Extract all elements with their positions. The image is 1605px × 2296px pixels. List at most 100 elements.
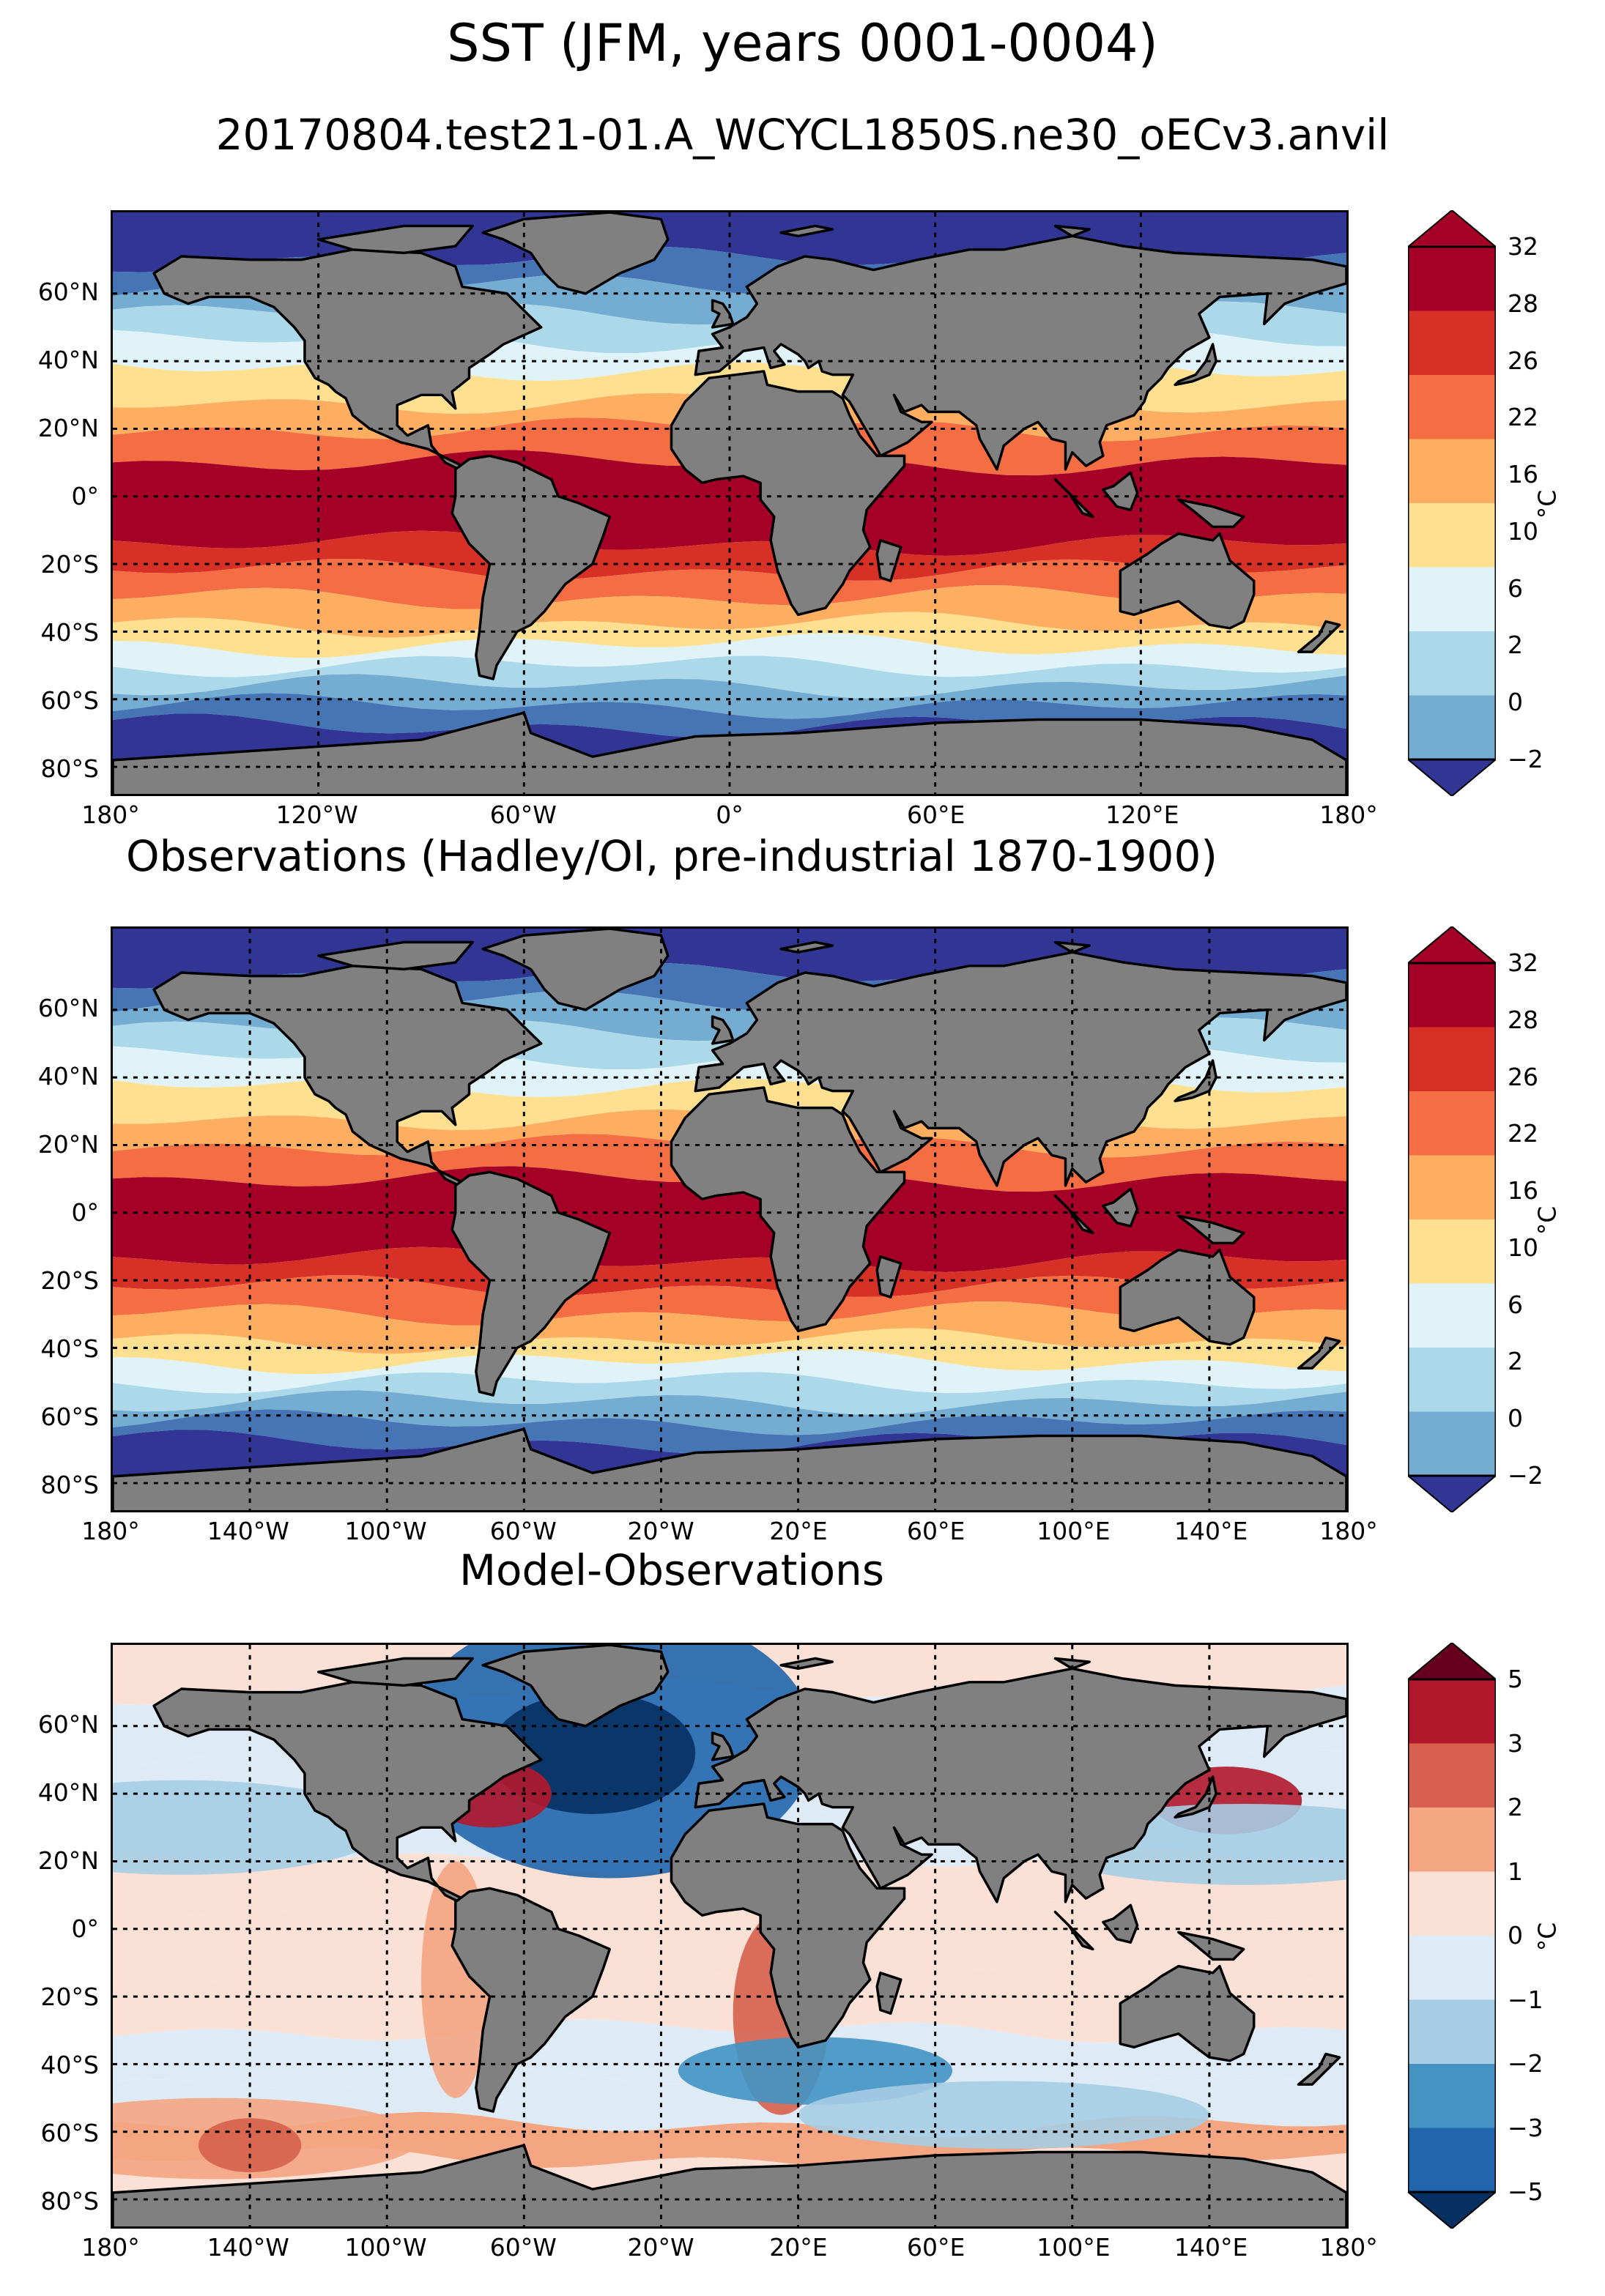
land-mass (1102, 1187, 1139, 1227)
land-mass (152, 1681, 543, 1903)
colorbar-tick-label: 6 (1508, 1290, 1523, 1319)
longitude-tick-label: 100°E (1037, 1517, 1111, 1545)
longitude-tick-label: 100°E (1037, 2233, 1111, 2262)
colorbar-tick-label: −3 (1508, 2113, 1543, 2142)
land-mass (1053, 1657, 1091, 1671)
colorbar-tick-label: 6 (1508, 573, 1523, 603)
longitude-tick-label: 100°W (344, 2233, 427, 2262)
colorbar-tick-label: 10 (1508, 1233, 1538, 1262)
latitude-tick-label: 20°N (37, 413, 99, 442)
latitude-tick-label: 20°S (40, 1266, 99, 1295)
contour-band (113, 1349, 1346, 1394)
colorbar-segment (1408, 1348, 1496, 1412)
latitude-tick-label: 40°S (40, 1334, 99, 1363)
land-mass (779, 1657, 834, 1671)
colorbar-graphic (1408, 210, 1496, 796)
contour-band (113, 1409, 1346, 1454)
land-mass (1102, 1903, 1139, 1944)
colorbar-unit-label: °C (1532, 1205, 1562, 1236)
latitude-tick-label: 80°S (40, 1470, 99, 1499)
colorbar-segment (1408, 1679, 1496, 1744)
colorbar-graphic (1408, 1643, 1496, 2229)
longitude-tick-label: 180° (81, 2233, 140, 2262)
land-mass (670, 1802, 906, 2049)
colorbar-tick-label: 32 (1508, 948, 1538, 977)
contour-band (113, 1166, 1346, 1273)
latitude-tick-label: 40°N (37, 345, 99, 374)
longitude-tick-label: 60°W (489, 800, 557, 829)
map-canvas (113, 212, 1346, 794)
contour-band (113, 612, 1346, 658)
colorbar-model (1408, 210, 1496, 796)
colorbar-segment (1408, 2064, 1496, 2128)
colorbar-graphic (1408, 926, 1496, 1512)
longitude-tick-label: 140°E (1174, 1517, 1248, 1545)
colorbar-tick-label: −1 (1508, 1985, 1543, 2014)
land-mass (711, 299, 735, 329)
colorbar-segment (1408, 1155, 1496, 1220)
longitude-tick-label: 0° (716, 800, 744, 829)
colorbar-outline (1408, 1678, 1496, 2193)
latitude-tick-label: 60°S (40, 1402, 99, 1431)
colorbar-extend-min (1408, 2191, 1496, 2229)
land-mass (1297, 2052, 1341, 2086)
colorbar-segment (1408, 567, 1496, 632)
contour-band (113, 1301, 1346, 1354)
longitude-tick-label: 60°E (906, 800, 965, 829)
land-mass (1174, 1775, 1217, 1819)
colorbar-segment (1408, 963, 1496, 1028)
longitude-tick-label: 180° (1319, 800, 1378, 829)
colorbar-extend-min (1408, 1475, 1496, 1512)
land-mass (1053, 478, 1094, 519)
colorbar-tick-label: 1 (1508, 1857, 1523, 1886)
contour-band (113, 1275, 1346, 1326)
longitude-tick-label: 120°W (275, 800, 358, 829)
colorbar-tick-label: 28 (1508, 1005, 1538, 1034)
land-mass (711, 1731, 735, 1761)
colorbar-tick-label: 0 (1508, 688, 1523, 717)
longitude-tick-label: 120°E (1105, 800, 1179, 829)
colorbar-segment (1408, 1091, 1496, 1156)
colorbar-tick-label: 26 (1508, 1062, 1538, 1091)
colorbar-tick-label: 2 (1508, 1347, 1523, 1376)
colorbar-tick-label: 2 (1508, 1793, 1523, 1821)
land-mass (1297, 620, 1341, 653)
land-mass (670, 370, 906, 617)
colorbar-segment (1408, 1936, 1496, 2000)
land-mass (694, 234, 1346, 471)
colorbar-tick-label: 28 (1508, 289, 1538, 318)
land-mass (113, 1427, 1346, 1510)
land-mass (481, 929, 670, 1011)
panel-2-title: Observations (Hadley/OI, pre-industrial … (126, 831, 1217, 881)
anomaly-region (798, 2081, 1209, 2149)
colorbar-segment (1408, 503, 1496, 568)
colorbar-difference (1408, 1643, 1496, 2229)
longitude-tick-label: 180° (1319, 2233, 1378, 2262)
colorbar-observations (1408, 926, 1496, 1512)
longitude-tick-label: 140°E (1174, 2233, 1248, 2262)
colorbar-extend-max (1408, 926, 1496, 964)
colorbar-extend-max (1408, 1643, 1496, 1680)
map-canvas (113, 1645, 1346, 2226)
colorbar-tick-label: 2 (1508, 631, 1523, 660)
longitude-tick-label: 20°E (769, 1517, 828, 1545)
land-mass (875, 1255, 902, 1299)
colorbar-segment (1408, 631, 1496, 696)
map-panel-observations (111, 926, 1349, 1512)
land-mass (670, 1086, 906, 1333)
colorbar-segment (1408, 1219, 1496, 1284)
land-mass (1297, 1336, 1341, 1370)
land-mass (779, 940, 834, 954)
colorbar-tick-label: −2 (1508, 745, 1543, 773)
land-mass (451, 1887, 612, 2113)
contour-band (113, 530, 1346, 581)
longitude-tick-label: 60°E (906, 1517, 965, 1545)
colorbar-segment (1408, 1027, 1496, 1092)
colorbar-tick-label: 5 (1508, 1665, 1523, 1693)
contour-band (113, 693, 1346, 738)
longitude-tick-label: 20°W (627, 2233, 694, 2262)
land-mass (481, 212, 670, 295)
colorbar-segment (1408, 1283, 1496, 1348)
colorbar-outline (1408, 245, 1496, 761)
contour-band (113, 1372, 1346, 1415)
